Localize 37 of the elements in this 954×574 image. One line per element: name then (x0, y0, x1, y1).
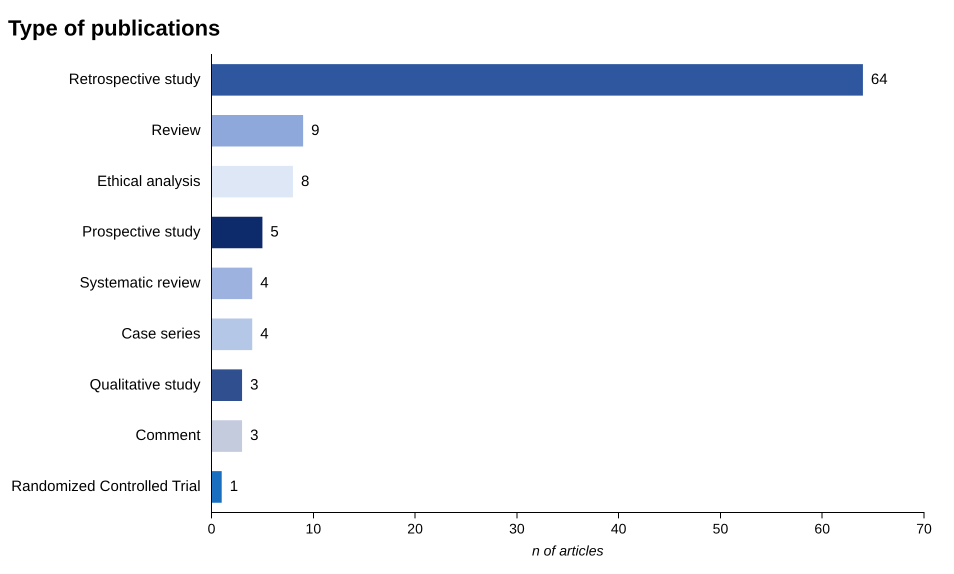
y-tick-label: Systematic review (80, 274, 201, 292)
bar (212, 216, 262, 248)
data-label: 1 (230, 478, 238, 496)
x-tick-label: 30 (509, 520, 525, 537)
bar (212, 166, 293, 198)
data-label: 4 (260, 325, 269, 342)
x-tick-label: 0 (208, 520, 216, 537)
y-tick-label: Ethical analysis (97, 172, 201, 190)
data-label: 3 (250, 376, 258, 394)
x-tick-label: 10 (306, 520, 322, 537)
y-tick-label: Qualitative study (90, 376, 202, 394)
y-tick-label: Comment (136, 427, 202, 444)
x-tick-label: 70 (916, 520, 932, 537)
bar (212, 318, 252, 350)
x-tick-label: 40 (610, 520, 627, 537)
chart-title: Type of publications (8, 15, 220, 40)
y-tick-label: Prospective study (82, 224, 202, 241)
bar (212, 471, 222, 503)
x-tick-label: 20 (407, 520, 424, 537)
y-tick-label: Case series (121, 325, 201, 342)
data-label: 3 (250, 427, 258, 444)
y-tick-label: Review (151, 122, 201, 139)
bar (212, 420, 242, 452)
data-label: 4 (260, 274, 269, 292)
x-axis-title: n of articles (532, 542, 604, 558)
x-tick-label: 60 (814, 520, 830, 537)
y-tick-label: Retrospective study (68, 70, 202, 88)
y-tick-label: Randomized Controlled Trial (11, 478, 201, 496)
data-label: 9 (311, 122, 320, 139)
x-tick-label: 50 (712, 520, 728, 537)
bar (212, 114, 304, 147)
data-label: 5 (270, 224, 279, 241)
data-label: 8 (300, 172, 310, 190)
bar (212, 268, 252, 300)
bar (212, 369, 242, 401)
data-label: 64 (870, 70, 888, 88)
bar (212, 64, 863, 96)
